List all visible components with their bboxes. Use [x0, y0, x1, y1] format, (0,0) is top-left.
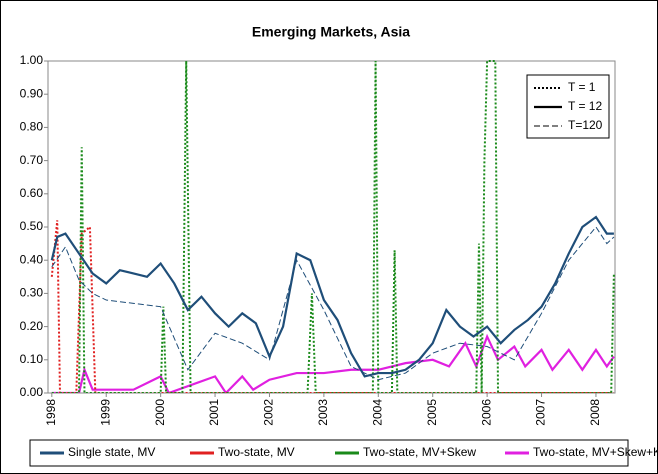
series-line: [51, 60, 615, 393]
legend-label: Two-state, MV+Skew: [363, 445, 476, 459]
legend-label: T=120: [568, 118, 603, 132]
x-tick-label: 2001: [207, 399, 221, 426]
series-line: [50, 220, 614, 393]
x-tick-label: 2000: [153, 399, 167, 426]
legend-label: Two-state, MV: [218, 445, 295, 459]
x-tick-label: 2003: [316, 399, 330, 426]
x-tick-label: 1998: [44, 399, 58, 426]
y-tick-label: 0.40: [20, 252, 44, 266]
y-tick-label: 0.60: [20, 186, 44, 200]
y-tick-label: 0.50: [20, 219, 44, 233]
y-tick-label: 0.10: [20, 352, 44, 366]
x-tick-label: 2008: [588, 399, 602, 426]
y-tick-label: 0.70: [20, 153, 44, 167]
x-tick-label: 2007: [534, 399, 548, 426]
y-tick-label: 1.00: [20, 53, 44, 67]
series-line: [51, 333, 615, 393]
chart-title: Emerging Markets, Asia: [252, 24, 410, 40]
legend-label: Two-state, MV+Skew+Kurtosis: [533, 445, 658, 459]
legend-label: Single state, MV: [68, 445, 155, 459]
series-line: [51, 226, 615, 381]
y-tick-label: 0.90: [20, 86, 44, 100]
legend-label: T = 1: [568, 80, 596, 94]
x-tick-label: 2005: [425, 399, 439, 426]
x-tick-label: 1999: [98, 399, 112, 426]
y-tick-label: 0.80: [20, 120, 44, 134]
legend-label: T = 12: [568, 99, 602, 113]
series-line: [50, 215, 614, 378]
y-tick-label: 0.30: [20, 286, 44, 300]
y-tick-label: 0.00: [20, 385, 44, 399]
x-tick-label: 2006: [479, 399, 493, 426]
y-tick-label: 0.20: [20, 319, 44, 333]
x-tick-label: 2004: [370, 399, 384, 426]
x-tick-label: 2002: [262, 399, 276, 426]
